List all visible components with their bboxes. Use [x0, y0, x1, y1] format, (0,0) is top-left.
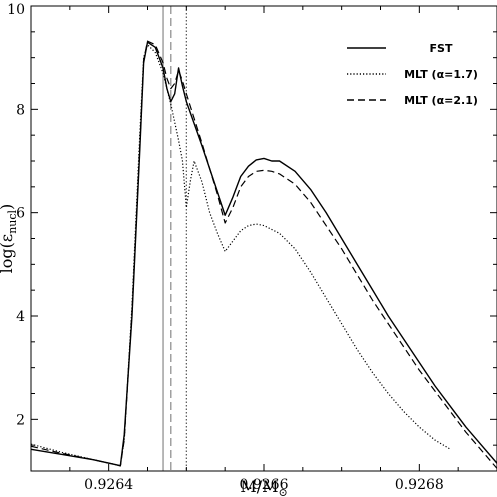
legend-label: MLT (α=2.1) [404, 94, 478, 107]
tick-labels: 0.9264 0.9266 0.9268 2 4 6 8 10 [7, 2, 444, 493]
y-axis-label-close: ) [0, 204, 16, 210]
x-axis-label-sub: ⊙ [278, 486, 287, 497]
y-axis-label: log(εnucl) [0, 204, 19, 274]
y-axis-label-main: log(ε [0, 234, 16, 274]
y-tick-label: 8 [16, 102, 25, 118]
legend-label: MLT (α=1.7) [404, 68, 478, 81]
y-tick-label: 2 [16, 412, 25, 428]
vertical-markers [162, 6, 187, 471]
x-tick-label: 0.9264 [84, 477, 133, 493]
series-layer [31, 40, 497, 469]
legend: FST MLT (α=1.7) MLT (α=2.1) [347, 42, 478, 107]
x-tick-label: 0.9266 [240, 477, 289, 493]
series-line-dashed [31, 40, 497, 469]
series-line-dotted [31, 44, 451, 467]
y-tick-label: 6 [16, 206, 25, 222]
x-axis-label-main: M/M [240, 477, 278, 496]
legend-label: FST [430, 42, 453, 55]
y-axis-label-sub: nucl [6, 209, 19, 233]
y-tick-label: 4 [16, 309, 25, 325]
y-tick-label: 10 [7, 2, 25, 18]
axis-ticks [30, 5, 497, 472]
x-tick-label: 0.9268 [395, 477, 444, 493]
x-axis-label: M/M⊙ [240, 477, 287, 497]
